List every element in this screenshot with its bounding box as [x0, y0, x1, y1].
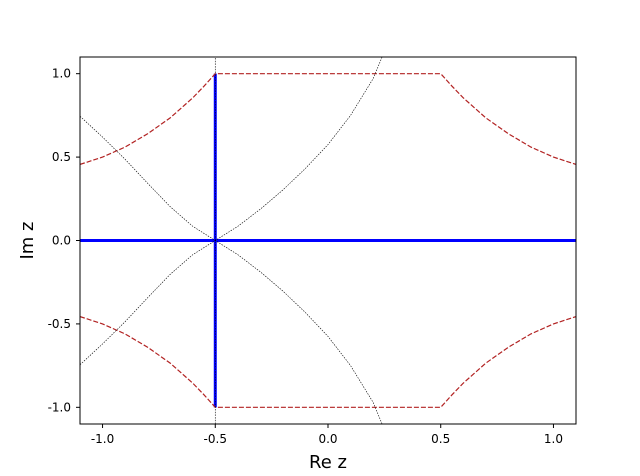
series-line-3 — [80, 315, 576, 408]
y-tick-label: 0.5 — [52, 150, 71, 164]
x-axis-label: Re z — [309, 452, 347, 473]
x-tick-label: 0.5 — [431, 432, 450, 446]
y-tick-label: 0.0 — [52, 234, 71, 248]
x-axis-ticks: -1.0 -0.5 0.0 0.5 1.0 — [91, 424, 563, 446]
y-tick-label: -1.0 — [48, 400, 71, 414]
series-line-2 — [80, 73, 576, 166]
x-tick-label: 1.0 — [544, 432, 563, 446]
y-axis-label: Im z — [17, 221, 38, 259]
y-tick-label: -0.5 — [48, 317, 71, 331]
series-layer — [80, 57, 576, 424]
y-axis-ticks: -1.0 -0.5 0.0 0.5 1.0 — [48, 67, 80, 414]
series-line-5 — [80, 57, 383, 366]
x-tick-label: 0.0 — [318, 432, 337, 446]
y-tick-label: 1.0 — [52, 67, 71, 81]
x-tick-label: -1.0 — [91, 432, 114, 446]
series-line-4 — [80, 115, 383, 424]
x-tick-label: -0.5 — [204, 432, 227, 446]
